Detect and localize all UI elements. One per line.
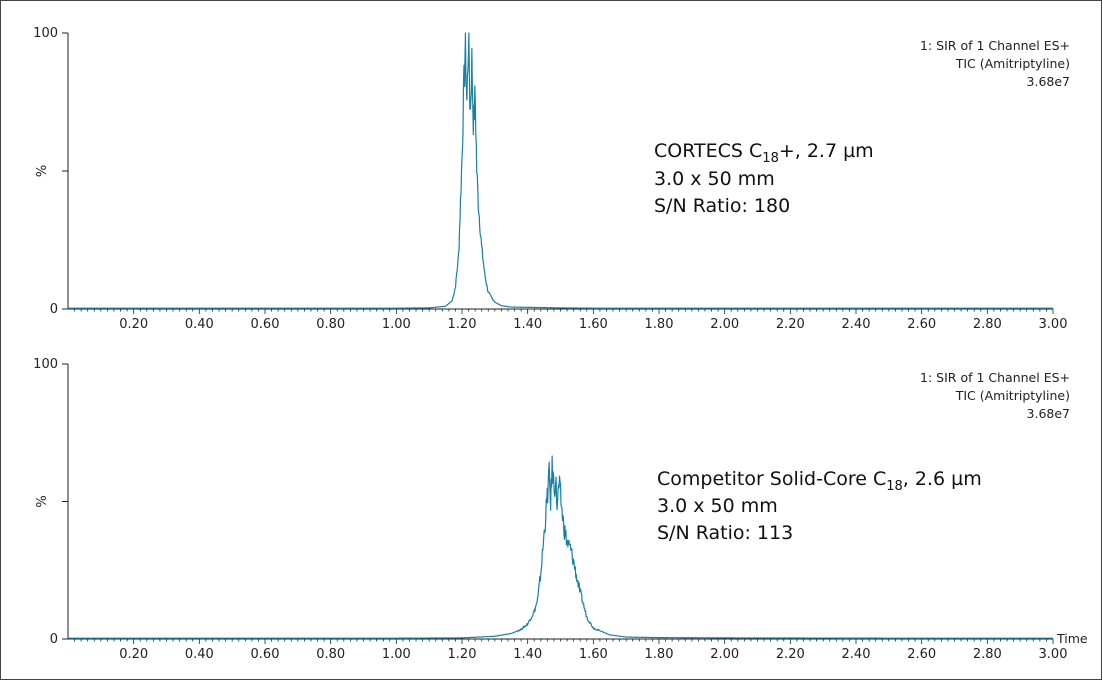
- x-tick-label: 2.60: [907, 317, 936, 332]
- x-tick-label: 1.40: [513, 647, 542, 662]
- x-tick-label: 1.20: [448, 317, 477, 332]
- y-tick-label: 100: [33, 357, 58, 372]
- x-tick-label: 0.40: [185, 647, 214, 662]
- trace-header-line: TIC (Amitriptyline): [955, 388, 1070, 403]
- series-line: [67, 455, 1054, 639]
- x-tick-label: 2.80: [973, 317, 1002, 332]
- sn-ratio-label: S/N Ratio: 113: [657, 522, 793, 544]
- x-tick-label: 2.00: [710, 317, 739, 332]
- x-tick-label: 1.00: [382, 317, 411, 332]
- x-tick-label: 0.20: [119, 317, 148, 332]
- series-line: [67, 32, 1054, 309]
- x-tick-label: 1.40: [513, 317, 542, 332]
- trace-header-line: 1: SIR of 1 Channel ES+: [920, 38, 1070, 53]
- trace-header-line: 3.68e7: [1027, 74, 1070, 89]
- column-name-prefix: Competitor Solid-Core C: [657, 468, 886, 490]
- y-tick-label: 0: [50, 632, 58, 647]
- x-tick-label: 1.80: [645, 317, 674, 332]
- column-name-suffix: +, 2.7 µm: [779, 140, 874, 162]
- sn-ratio-label: S/N Ratio: 180: [654, 195, 790, 217]
- x-tick-label: 3.00: [1039, 647, 1068, 662]
- y-axis-label: %: [35, 495, 50, 507]
- x-tick-label: 0.80: [316, 317, 345, 332]
- x-tick-label: 2.20: [776, 647, 805, 662]
- x-axis-label: Time: [1056, 631, 1088, 646]
- x-tick-label: 2.40: [842, 317, 871, 332]
- column-dimensions-label: 3.0 x 50 mm: [654, 168, 775, 190]
- column-name-subscript: 18: [762, 151, 779, 166]
- chart-panel-2: 0.20 0.40 0.60 0.80 1.00 1.20 1.40 1.60 1.80 2.00…: [33, 357, 1088, 662]
- column-name-label: CORTECS C18+, 2.7 µm: [654, 140, 874, 166]
- x-tick-label: 2.60: [907, 647, 936, 662]
- column-name-suffix: , 2.6 µm: [903, 468, 982, 490]
- column-name-subscript: 18: [886, 479, 903, 494]
- x-tick-label: 2.40: [842, 647, 871, 662]
- x-tick-label: 2.80: [973, 647, 1002, 662]
- trace-header-line: TIC (Amitriptyline): [955, 56, 1070, 71]
- x-tick-label: 0.20: [119, 647, 148, 662]
- column-dimensions-label: 3.0 x 50 mm: [657, 495, 778, 517]
- trace-header-line: 1: SIR of 1 Channel ES+: [920, 370, 1070, 385]
- x-tick-label: 1.80: [645, 647, 674, 662]
- y-tick-label: 0: [50, 302, 58, 317]
- x-tick-label: 0.80: [316, 647, 345, 662]
- column-name-prefix: CORTECS C: [654, 140, 762, 162]
- y-tick-label: 100: [33, 26, 58, 41]
- x-tick-label: 1.20: [448, 647, 477, 662]
- chart-panel-1: 0.20 0.40 0.60 0.80 1.00 1.20 1.40 1.60 1.80 2.00…: [33, 26, 1070, 332]
- y-axis-label: %: [35, 165, 50, 177]
- x-tick-label: 1.60: [579, 647, 608, 662]
- x-tick-label: 3.00: [1039, 317, 1068, 332]
- x-tick-label: 1.00: [382, 647, 411, 662]
- trace-header-line: 3.68e7: [1027, 406, 1070, 421]
- x-tick-label: 0.60: [251, 647, 280, 662]
- column-name-label: Competitor Solid-Core C18, 2.6 µm: [657, 468, 982, 494]
- x-tick-label: 0.60: [251, 317, 280, 332]
- x-tick-label: 2.00: [710, 647, 739, 662]
- x-tick-label: 2.20: [776, 317, 805, 332]
- x-tick-label: 1.60: [579, 317, 608, 332]
- x-tick-label: 0.40: [185, 317, 214, 332]
